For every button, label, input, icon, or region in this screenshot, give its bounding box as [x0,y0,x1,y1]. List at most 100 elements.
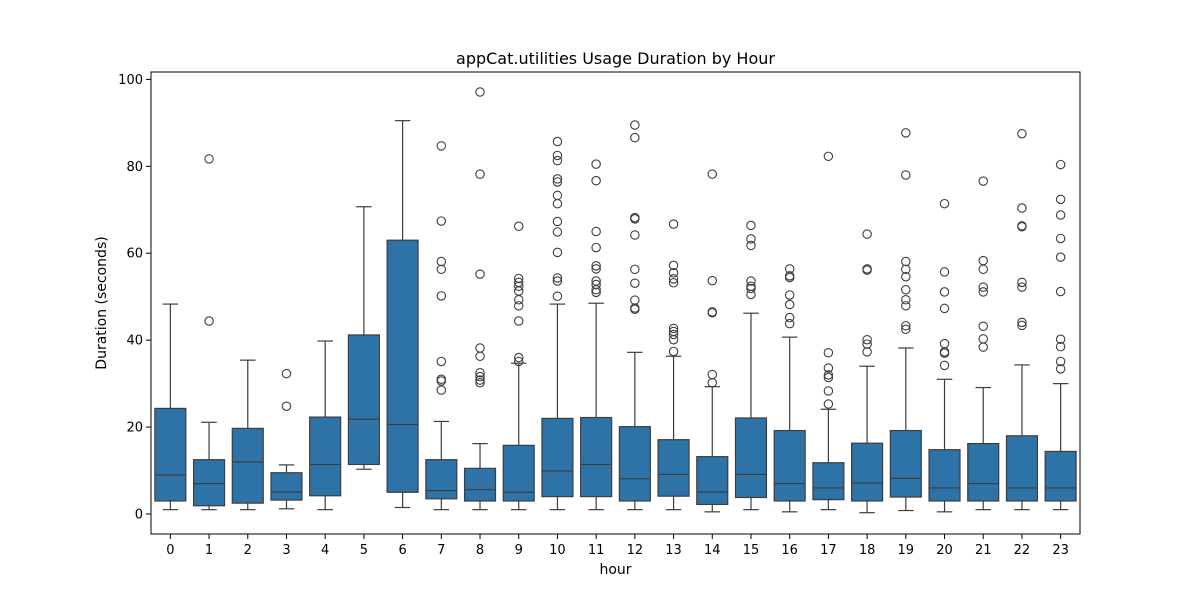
iqr-box [347,334,380,466]
outlier-point [552,136,563,147]
box-group-hour-7 [425,141,458,511]
box-group-hour-9 [502,221,535,511]
outlier-point [668,278,679,288]
outlier-point [823,370,834,380]
x-axis-title: hour [599,562,631,578]
outlier-point [591,242,601,253]
outlier-point [823,151,834,162]
iqr-box [734,417,768,499]
outlier-point [475,87,485,97]
box-group-hour-13 [657,219,690,511]
outlier-point [591,264,601,274]
outlier-point [901,271,911,282]
box-group-hour-5 [347,206,380,470]
outlier-point [978,176,988,186]
outlier-point [784,312,795,323]
box-group-hour-0 [154,303,187,511]
box-group-hour-19 [889,128,922,512]
box-group-hour-23 [1044,159,1077,511]
outlier-point [552,150,563,161]
outlier-point [475,378,485,388]
outlier-point [784,271,795,281]
y-tick-label: 60 [126,247,143,262]
outlier-point [901,170,911,180]
outlier-point [630,120,640,130]
outlier-point [475,375,485,385]
outlier-point [1017,128,1027,139]
iqr-box [580,416,613,498]
outlier-point [668,260,679,271]
outlier-point [978,255,988,266]
outlier-point [475,269,485,279]
outlier-point [591,261,601,271]
outlier-point [746,220,756,231]
box-group-hour-6 [386,120,419,509]
outlier-point [978,282,988,292]
outlier-point [436,356,447,367]
outlier-point [1017,317,1027,328]
iqr-box [657,439,690,497]
outlier-point [591,226,601,237]
box-group-hour-17 [812,151,845,511]
outlier-point [978,287,988,297]
x-tick-label: 17 [820,543,837,558]
outlier-point [823,348,834,358]
outlier-point [1017,282,1027,292]
iqr-box [386,239,419,493]
outlier-point [1055,194,1066,205]
x-tick-label: 18 [859,543,876,558]
outlier-point [668,323,679,334]
outlier-point [436,264,447,275]
x-tick-label: 10 [549,543,566,558]
iqr-box [1044,450,1077,502]
iqr-box [773,429,806,502]
box-group-hour-3 [270,368,303,510]
box-group-hour-18 [851,229,884,514]
iqr-box [309,416,342,497]
outlier-point [901,284,911,295]
outlier-point [746,281,756,292]
outlier-point [552,216,563,227]
outlier-point [552,198,563,209]
x-tick-label: 11 [588,543,605,558]
iqr-box [231,427,264,504]
outlier-point [436,374,447,385]
outlier-point [707,307,718,317]
outlier-point [436,291,447,301]
iqr-box [192,459,226,507]
outlier-point [630,212,640,223]
outlier-point [513,356,524,367]
outlier-point [978,264,988,275]
outlier-point [630,132,640,143]
iqr-box [812,462,845,501]
outlier-point [475,368,485,378]
outlier-point [1055,286,1066,297]
x-tick-label: 19 [898,543,915,558]
x-tick-label: 16 [781,543,798,558]
outlier-point [552,190,563,201]
outlier-point [901,321,911,331]
outlier-point [1017,203,1027,213]
box-group-hour-20 [928,198,961,513]
y-tick-label: 0 [135,508,143,523]
outlier-point [901,128,911,138]
x-tick-label: 9 [515,543,523,558]
outlier-point [901,294,911,305]
x-tick-label: 2 [244,543,252,558]
iqr-box [696,456,729,506]
outlier-point [552,227,563,237]
outlier-point [901,301,911,311]
iqr-box [967,442,1000,502]
outlier-point [862,339,872,349]
outlier-point [823,372,834,383]
outlier-point [630,230,640,240]
iqr-box [1005,435,1039,502]
outlier-point [668,268,679,278]
outlier-point [513,352,524,363]
y-tick-label: 80 [126,160,143,175]
outlier-point [668,326,679,337]
outlier-point [591,276,601,286]
iqr-box [851,442,884,502]
